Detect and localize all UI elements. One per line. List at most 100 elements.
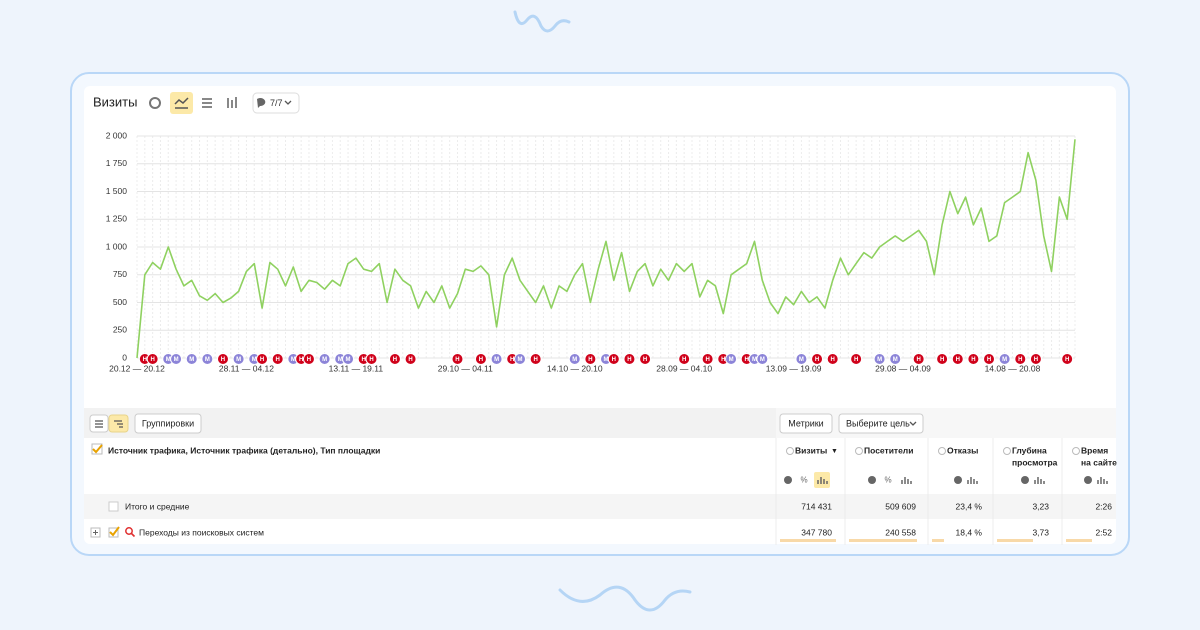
annotation-marker[interactable] bbox=[170, 353, 183, 365]
annotation-marker[interactable] bbox=[811, 353, 824, 365]
annotation-label: Н bbox=[408, 357, 412, 363]
annotation-marker[interactable] bbox=[998, 353, 1011, 365]
annotation-marker[interactable] bbox=[388, 353, 401, 365]
annotation-label: Н bbox=[1018, 357, 1022, 363]
annotation-marker[interactable] bbox=[146, 353, 159, 365]
pie-toggle[interactable] bbox=[1084, 476, 1092, 484]
area-icon[interactable] bbox=[202, 98, 212, 108]
column-header: Визиты bbox=[795, 445, 827, 455]
annotation-marker[interactable] bbox=[256, 353, 269, 365]
metrics-toolbar bbox=[776, 408, 1116, 438]
annotation-label: Н bbox=[956, 357, 960, 363]
sort-mark: ▼ bbox=[831, 448, 838, 455]
annotation-marker[interactable] bbox=[607, 353, 620, 365]
table: Визиты% Посетители% Отказы Глубина просмотра… bbox=[125, 438, 1117, 545]
metrics-button[interactable] bbox=[779, 413, 833, 434]
annotation-label: Н bbox=[721, 357, 725, 363]
annotation-marker[interactable] bbox=[342, 353, 355, 365]
annotation-marker[interactable] bbox=[639, 353, 652, 365]
cell: 509 609 bbox=[885, 501, 916, 511]
help-icon bbox=[786, 447, 794, 455]
checkbox[interactable] bbox=[108, 501, 119, 512]
annotation-label: Н bbox=[307, 357, 311, 363]
y-tick-label: 1 000 bbox=[106, 241, 128, 251]
groupings-button[interactable] bbox=[134, 413, 202, 434]
annotation-marker[interactable] bbox=[185, 353, 198, 365]
annotation-marker[interactable] bbox=[1061, 353, 1074, 365]
cell: 3,73 bbox=[1032, 527, 1049, 537]
annotation-marker[interactable] bbox=[826, 353, 839, 365]
annotation-marker[interactable] bbox=[271, 353, 284, 365]
annotation-marker[interactable] bbox=[967, 353, 980, 365]
annotation-marker[interactable] bbox=[318, 353, 331, 365]
checkbox[interactable] bbox=[91, 443, 103, 455]
cell: 2:26 bbox=[1095, 501, 1112, 511]
annotation-marker[interactable] bbox=[451, 353, 464, 365]
annotation-marker[interactable] bbox=[514, 353, 527, 365]
annotation-label: М bbox=[236, 357, 241, 363]
annotation-label: Н bbox=[393, 357, 397, 363]
pie-icon[interactable] bbox=[149, 97, 161, 109]
annotation-marker[interactable] bbox=[404, 353, 417, 365]
annotation-marker[interactable] bbox=[365, 353, 378, 365]
annotation-label: М bbox=[752, 357, 757, 363]
annotation-marker[interactable] bbox=[850, 353, 863, 365]
line-icon-active[interactable] bbox=[170, 92, 193, 114]
annotation-marker[interactable] bbox=[951, 353, 964, 365]
y-tick-label: 750 bbox=[113, 269, 127, 279]
y-tick-label: 2 000 bbox=[106, 130, 128, 140]
annotation-marker[interactable] bbox=[936, 353, 949, 365]
annotation-marker[interactable] bbox=[584, 353, 597, 365]
annotation-label: М bbox=[166, 357, 171, 363]
annotation-label: Н bbox=[369, 357, 373, 363]
column-header: Глубина bbox=[1012, 445, 1047, 455]
checkbox[interactable] bbox=[108, 527, 119, 538]
annotations-counter: 7/7 bbox=[270, 98, 283, 108]
pie-toggle[interactable] bbox=[1021, 476, 1029, 484]
pie-toggle[interactable] bbox=[954, 476, 962, 484]
annotation-label: Н bbox=[745, 357, 749, 363]
bar-icon[interactable] bbox=[227, 97, 237, 108]
annotation-marker[interactable] bbox=[232, 353, 245, 365]
annotation-marker[interactable] bbox=[795, 353, 808, 365]
annotation-label: М bbox=[322, 357, 327, 363]
row-label: Переходы из поисковых систем bbox=[139, 527, 264, 537]
annotation-label: М bbox=[893, 357, 898, 363]
annotation-marker[interactable] bbox=[1014, 353, 1027, 365]
y-tick-label: 250 bbox=[113, 325, 127, 335]
annotation-label: М bbox=[604, 357, 609, 363]
annotation-marker[interactable] bbox=[678, 353, 691, 365]
annotation-marker[interactable] bbox=[302, 353, 315, 365]
help-icon bbox=[938, 447, 946, 455]
chevron bbox=[909, 421, 917, 426]
annotation-marker[interactable] bbox=[529, 353, 542, 365]
annotation-marker[interactable] bbox=[889, 353, 902, 365]
annotations-button[interactable] bbox=[252, 92, 300, 114]
annotation-label: М bbox=[174, 357, 179, 363]
y-tick-label: 500 bbox=[113, 297, 127, 307]
annotation-label: М bbox=[729, 357, 734, 363]
annotation-marker[interactable] bbox=[756, 353, 769, 365]
annotation-marker[interactable] bbox=[873, 353, 886, 365]
annotation-marker[interactable] bbox=[216, 353, 229, 365]
annotation-marker[interactable] bbox=[725, 353, 738, 365]
annotation-marker[interactable] bbox=[701, 353, 714, 365]
list-icon bbox=[95, 420, 103, 428]
annotation-marker[interactable] bbox=[474, 353, 487, 365]
annotation-marker[interactable] bbox=[568, 353, 581, 365]
annotation-label: Н bbox=[276, 357, 280, 363]
annotation-marker[interactable] bbox=[623, 353, 636, 365]
annotation-marker[interactable] bbox=[201, 353, 214, 365]
pie-toggle[interactable] bbox=[868, 476, 876, 484]
annotation-marker[interactable] bbox=[983, 353, 996, 365]
search-icon bbox=[130, 532, 136, 538]
annotation-marker[interactable] bbox=[490, 353, 503, 365]
goal-select[interactable] bbox=[838, 413, 924, 434]
tree-icon bbox=[114, 420, 123, 428]
annotation-label: Н bbox=[682, 357, 686, 363]
pie-toggle[interactable] bbox=[784, 476, 792, 484]
annotation-marker[interactable] bbox=[1029, 353, 1042, 365]
annotation-marker[interactable] bbox=[912, 353, 925, 365]
annotation-label: М bbox=[572, 357, 577, 363]
